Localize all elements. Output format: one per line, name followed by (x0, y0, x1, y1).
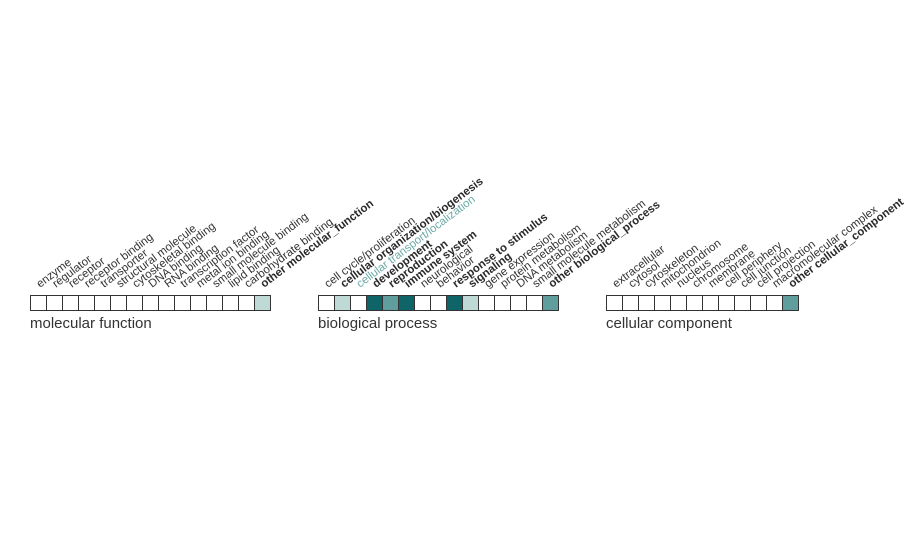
term-cell-protein-metabolism[interactable] (494, 295, 511, 311)
term-cell-rna-binding[interactable] (158, 295, 175, 311)
term-cell-dna-binding[interactable] (142, 295, 159, 311)
group-title-molecular-function: molecular function (30, 315, 152, 332)
term-cell-receptor[interactable] (62, 295, 79, 311)
term-cell-metal-ion-binding[interactable] (190, 295, 207, 311)
term-cell-structural-molecule[interactable] (110, 295, 127, 311)
term-cell-cellular-organization-biogenesis[interactable] (334, 295, 351, 311)
term-cell-cytoskeleton[interactable] (638, 295, 655, 311)
group-title-cellular-component: cellular component (606, 315, 733, 332)
term-cell-cell-cycle-proliferation[interactable] (318, 295, 335, 311)
term-cell-cell-periphery[interactable] (718, 295, 735, 311)
term-cell-small-molecule-metabolism[interactable] (526, 295, 543, 311)
term-cell-signaling[interactable] (462, 295, 479, 311)
term-cell-enzyme[interactable] (30, 295, 47, 311)
term-cell-immune-system[interactable] (398, 295, 415, 311)
term-cell-mitochondrion[interactable] (654, 295, 671, 311)
term-cell-gene-expression[interactable] (478, 295, 495, 311)
term-cell-lipid-binding[interactable] (222, 295, 239, 311)
term-cell-transcription-factor[interactable] (174, 295, 191, 311)
term-cell-cytoskeletal-binding[interactable] (126, 295, 143, 311)
term-cell-carbohydrate-binding[interactable] (238, 295, 255, 311)
term-cell-macromolecular-complex[interactable] (766, 295, 783, 311)
term-cell-small-molecule-binding[interactable] (206, 295, 223, 311)
term-cell-cell-projection[interactable] (750, 295, 767, 311)
term-cell-cytosol[interactable] (622, 295, 639, 311)
term-cell-membrane[interactable] (702, 295, 719, 311)
term-cell-dna-metabolism[interactable] (510, 295, 527, 311)
term-cell-other-biological-process[interactable] (542, 295, 559, 311)
group-title-biological-process: biological process (318, 315, 437, 332)
term-cell-development[interactable] (366, 295, 383, 311)
term-cell-other-molecular-function[interactable] (254, 295, 271, 311)
term-cell-reproduction[interactable] (382, 295, 399, 311)
term-cell-other-cellular-component[interactable] (782, 295, 799, 311)
term-cell-cell-junction[interactable] (734, 295, 751, 311)
term-cell-cellular-transport-localization[interactable] (350, 295, 367, 311)
term-cell-regulator[interactable] (46, 295, 63, 311)
term-cell-response-to-stimulus[interactable] (446, 295, 463, 311)
term-cell-receptor-binding[interactable] (78, 295, 95, 311)
term-cell-transporter[interactable] (94, 295, 111, 311)
term-cell-behavior[interactable] (430, 295, 447, 311)
term-cell-neurological[interactable] (414, 295, 431, 311)
term-cell-chromosome[interactable] (686, 295, 703, 311)
term-cell-extracellular[interactable] (606, 295, 623, 311)
term-cell-nucleus[interactable] (670, 295, 687, 311)
